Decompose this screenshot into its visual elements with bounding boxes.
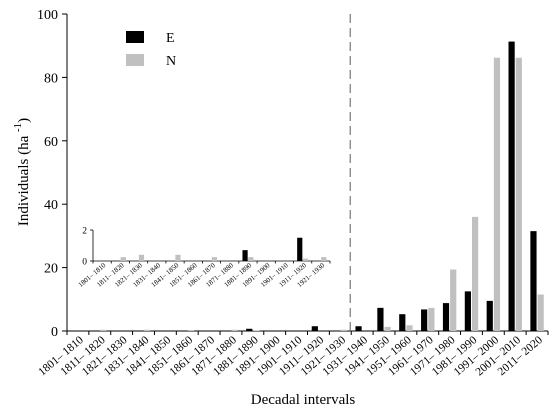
bar-e xyxy=(377,307,384,331)
bar-e xyxy=(246,328,253,331)
bar-n xyxy=(493,57,501,331)
y-tick-label: 20 xyxy=(44,262,58,277)
bar-n xyxy=(515,57,522,331)
bar-e xyxy=(486,300,493,331)
bar-n xyxy=(231,329,238,331)
bar-e xyxy=(355,326,362,331)
inset-y-tick-label: 2 xyxy=(82,227,87,237)
inset-bar-e xyxy=(242,250,248,261)
x-axis-title: Decadal intervals xyxy=(251,392,356,408)
legend-swatch-n xyxy=(126,54,144,66)
y-tick-label: 40 xyxy=(44,198,58,213)
bar-n xyxy=(384,326,391,331)
y-axis-title-suffix: ) xyxy=(16,118,32,123)
inset-bar-n xyxy=(321,257,327,261)
bar-n xyxy=(340,329,347,331)
bar-e xyxy=(311,326,318,331)
legend: EN xyxy=(126,31,176,69)
inset-y-tick-label: 0 xyxy=(82,258,87,268)
bar-n xyxy=(144,329,151,331)
legend-swatch-e xyxy=(126,31,144,43)
bar-n xyxy=(537,294,544,331)
inset-bar-n xyxy=(175,254,181,261)
bar-e xyxy=(399,314,406,331)
bar-n xyxy=(406,325,413,331)
bar-n xyxy=(253,330,260,331)
y-tick-label: 0 xyxy=(51,325,58,340)
bar-e xyxy=(442,303,450,331)
bar-e xyxy=(464,291,471,331)
y-axis-title-main: Individuals (ha xyxy=(16,132,32,226)
inset-bar-n xyxy=(248,257,254,261)
inset-bar-n xyxy=(211,257,217,261)
bar-n xyxy=(450,269,457,331)
bar-e xyxy=(530,231,537,331)
y-axis-title: Individuals (ha -1) xyxy=(12,118,32,226)
inset-bar-n xyxy=(302,258,309,261)
inset-bar-e xyxy=(297,237,303,261)
y-tick-label: 80 xyxy=(44,71,58,86)
legend-label-e: E xyxy=(166,31,175,46)
y-tick-label: 100 xyxy=(37,8,58,23)
bar-e xyxy=(508,41,515,331)
bar-n xyxy=(471,216,479,331)
bars xyxy=(100,41,544,331)
bar-n xyxy=(428,307,435,331)
bar-n xyxy=(100,329,107,331)
inset-bar-n xyxy=(138,254,145,261)
bar-n xyxy=(187,330,194,331)
legend-label-n: N xyxy=(166,54,176,69)
bar-e xyxy=(421,309,428,331)
inset-bar-n xyxy=(120,257,126,261)
y-axis-title-superscript: -1 xyxy=(12,123,24,132)
y-tick-label: 60 xyxy=(44,135,58,150)
